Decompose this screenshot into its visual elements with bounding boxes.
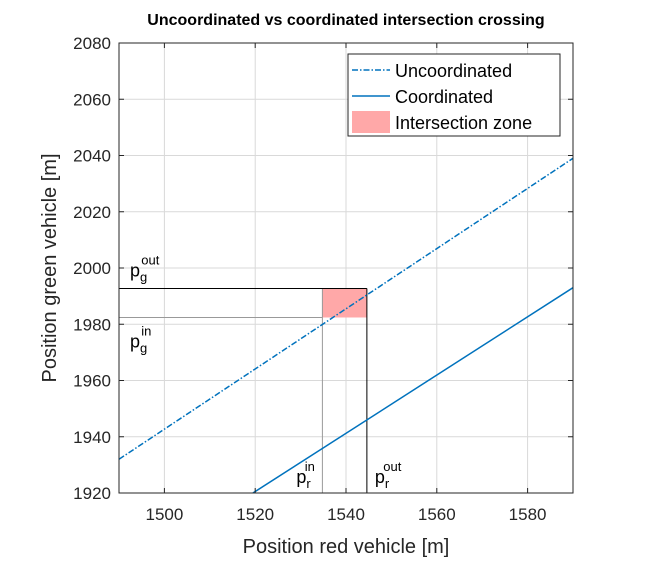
legend-swatch-intersection-zone [352, 111, 390, 133]
ref-label-g-out: pgout [130, 253, 160, 285]
series-line-coordinated [252, 287, 573, 493]
x-tick-label: 1580 [509, 505, 547, 524]
y-axis-label: Position green vehicle [m] [39, 153, 61, 382]
y-tick-label: 1940 [73, 428, 111, 447]
y-tick-label: 2080 [73, 34, 111, 53]
chart-title: Uncoordinated vs coordinated intersectio… [147, 12, 544, 29]
y-tick-label: 2060 [73, 90, 111, 109]
y-tick-label: 1920 [73, 484, 111, 503]
x-tick-label: 1540 [327, 505, 365, 524]
legend: Uncoordinated Coordinated Intersection zon… [347, 53, 561, 137]
x-tick-label: 1520 [236, 505, 274, 524]
x-axis-label: Position red vehicle [m] [243, 536, 450, 557]
x-tick-label: 1560 [418, 505, 456, 524]
y-tick-label: 1980 [73, 315, 111, 334]
legend-label: Coordinated [395, 87, 493, 107]
y-tick-label: 1960 [73, 372, 111, 391]
series-line-uncoordinated [119, 157, 573, 460]
ref-label-g-in: pgin [130, 324, 151, 356]
legend-label: Intersection zone [395, 113, 532, 133]
legend-label: Uncoordinated [395, 61, 512, 81]
intersection-zone-patch [322, 288, 367, 318]
y-tick-label: 2000 [73, 259, 111, 278]
x-tick-label: 1500 [145, 505, 183, 524]
ref-label-r-in: prin [296, 459, 314, 491]
ref-label-r-out: prout [375, 459, 402, 491]
y-tick-label: 2020 [73, 203, 111, 222]
y-tick-label: 2040 [73, 147, 111, 166]
